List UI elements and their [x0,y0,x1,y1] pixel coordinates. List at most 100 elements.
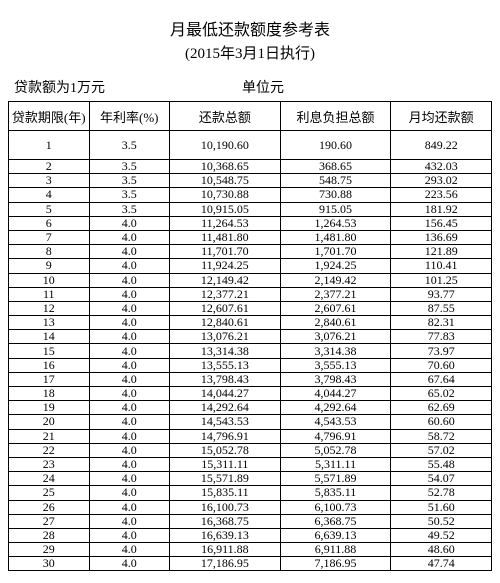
table-cell: 14,044.27 [170,387,281,401]
table-cell: 223.56 [391,188,492,202]
table-cell: 5,571.89 [280,472,391,486]
table-cell: 915.05 [280,202,391,216]
table-row: 214.014,796.914,796.9158.72 [9,429,492,443]
table-cell: 14 [9,330,90,344]
table-cell: 13,555.13 [170,358,281,372]
table-cell: 4,044.27 [280,387,391,401]
table-row: 154.013,314.383,314.3873.97 [9,344,492,358]
table-cell: 52.78 [391,486,492,500]
table-cell: 21 [9,429,90,443]
table-cell: 6,368.75 [280,514,391,528]
table-row: 234.015,311.115,311.1155.48 [9,457,492,471]
table-cell: 5,311.11 [280,457,391,471]
table-cell: 432.03 [391,160,492,174]
table-cell: 7 [9,230,90,244]
table-cell: 30 [9,557,90,571]
table-cell: 12,840.61 [170,316,281,330]
table-cell: 48.60 [391,543,492,557]
col-rate: 年利率(%) [89,102,170,131]
loan-table: 贷款期限(年) 年利率(%) 还款总额 利息负担总额 月均还款额 13.510,… [8,101,492,571]
table-cell: 4.0 [89,259,170,273]
table-cell: 4.0 [89,358,170,372]
table-row: 294.016,911.886,911.8848.60 [9,543,492,557]
table-cell: 16,639.13 [170,528,281,542]
table-cell: 548.75 [280,174,391,188]
table-cell: 15,835.11 [170,486,281,500]
table-row: 284.016,639.136,639.1349.52 [9,528,492,542]
table-cell: 28 [9,528,90,542]
table-row: 43.510,730.88730.88223.56 [9,188,492,202]
table-cell: 51.60 [391,500,492,514]
table-cell: 181.92 [391,202,492,216]
table-cell: 3.5 [89,202,170,216]
table-cell: 12 [9,301,90,315]
table-cell: 4.0 [89,330,170,344]
table-row: 194.014,292.644,292.6462.69 [9,401,492,415]
table-cell: 10,190.60 [170,131,281,160]
table-cell: 4.0 [89,245,170,259]
table-row: 84.011,701.701,701.70121.89 [9,245,492,259]
page-title: 月最低还款额度参考表 [8,16,492,40]
table-cell: 2,377.21 [280,287,391,301]
table-cell: 15,311.11 [170,457,281,471]
table-cell: 2,607.61 [280,301,391,315]
table-cell: 27 [9,514,90,528]
table-cell: 190.60 [280,131,391,160]
table-cell: 26 [9,500,90,514]
table-row: 124.012,607.612,607.6187.55 [9,301,492,315]
table-cell: 1,481.80 [280,230,391,244]
table-cell: 14,796.91 [170,429,281,443]
table-cell: 5,835.11 [280,486,391,500]
table-cell: 3.5 [89,174,170,188]
table-row: 244.015,571.895,571.8954.07 [9,472,492,486]
table-cell: 57.02 [391,443,492,457]
table-cell: 16,100.73 [170,500,281,514]
col-total: 还款总额 [170,102,281,131]
table-cell: 82.31 [391,316,492,330]
table-row: 184.014,044.274,044.2765.02 [9,387,492,401]
table-cell: 54.07 [391,472,492,486]
table-cell: 11 [9,287,90,301]
table-cell: 4.0 [89,514,170,528]
table-row: 204.014,543.534,543.5360.60 [9,415,492,429]
table-cell: 4.0 [89,457,170,471]
table-cell: 1,701.70 [280,245,391,259]
table-cell: 4.0 [89,273,170,287]
table-cell: 4.0 [89,429,170,443]
table-cell: 16,911.88 [170,543,281,557]
table-cell: 4.0 [89,230,170,244]
table-row: 53.510,915.05915.05181.92 [9,202,492,216]
table-cell: 12,149.42 [170,273,281,287]
table-cell: 55.48 [391,457,492,471]
table-cell: 24 [9,472,90,486]
table-cell: 58.72 [391,429,492,443]
col-monthly: 月均还款额 [391,102,492,131]
table-row: 174.013,798.433,798.4367.64 [9,372,492,386]
table-cell: 15,571.89 [170,472,281,486]
table-cell: 14,292.64 [170,401,281,415]
table-row: 164.013,555.133,555.1370.60 [9,358,492,372]
table-cell: 8 [9,245,90,259]
table-cell: 17,186.95 [170,557,281,571]
table-cell: 4.0 [89,372,170,386]
table-cell: 22 [9,443,90,457]
table-row: 114.012,377.212,377.2193.77 [9,287,492,301]
table-cell: 2,149.42 [280,273,391,287]
table-cell: 3.5 [89,188,170,202]
table-cell: 3.5 [89,131,170,160]
table-body: 13.510,190.60190.60849.2223.510,368.6536… [9,131,492,571]
table-row: 304.017,186.957,186.9547.74 [9,557,492,571]
table-cell: 4.0 [89,216,170,230]
col-term: 贷款期限(年) [9,102,90,131]
table-cell: 67.64 [391,372,492,386]
table-row: 64.011,264.531,264.53156.45 [9,216,492,230]
table-cell: 3,555.13 [280,358,391,372]
table-cell: 25 [9,486,90,500]
table-cell: 11,701.70 [170,245,281,259]
table-row: 74.011,481.801,481.80136.69 [9,230,492,244]
table-cell: 15 [9,344,90,358]
table-cell: 60.60 [391,415,492,429]
table-cell: 4,796.91 [280,429,391,443]
table-cell: 4.0 [89,543,170,557]
table-row: 274.016,368.756,368.7550.52 [9,514,492,528]
